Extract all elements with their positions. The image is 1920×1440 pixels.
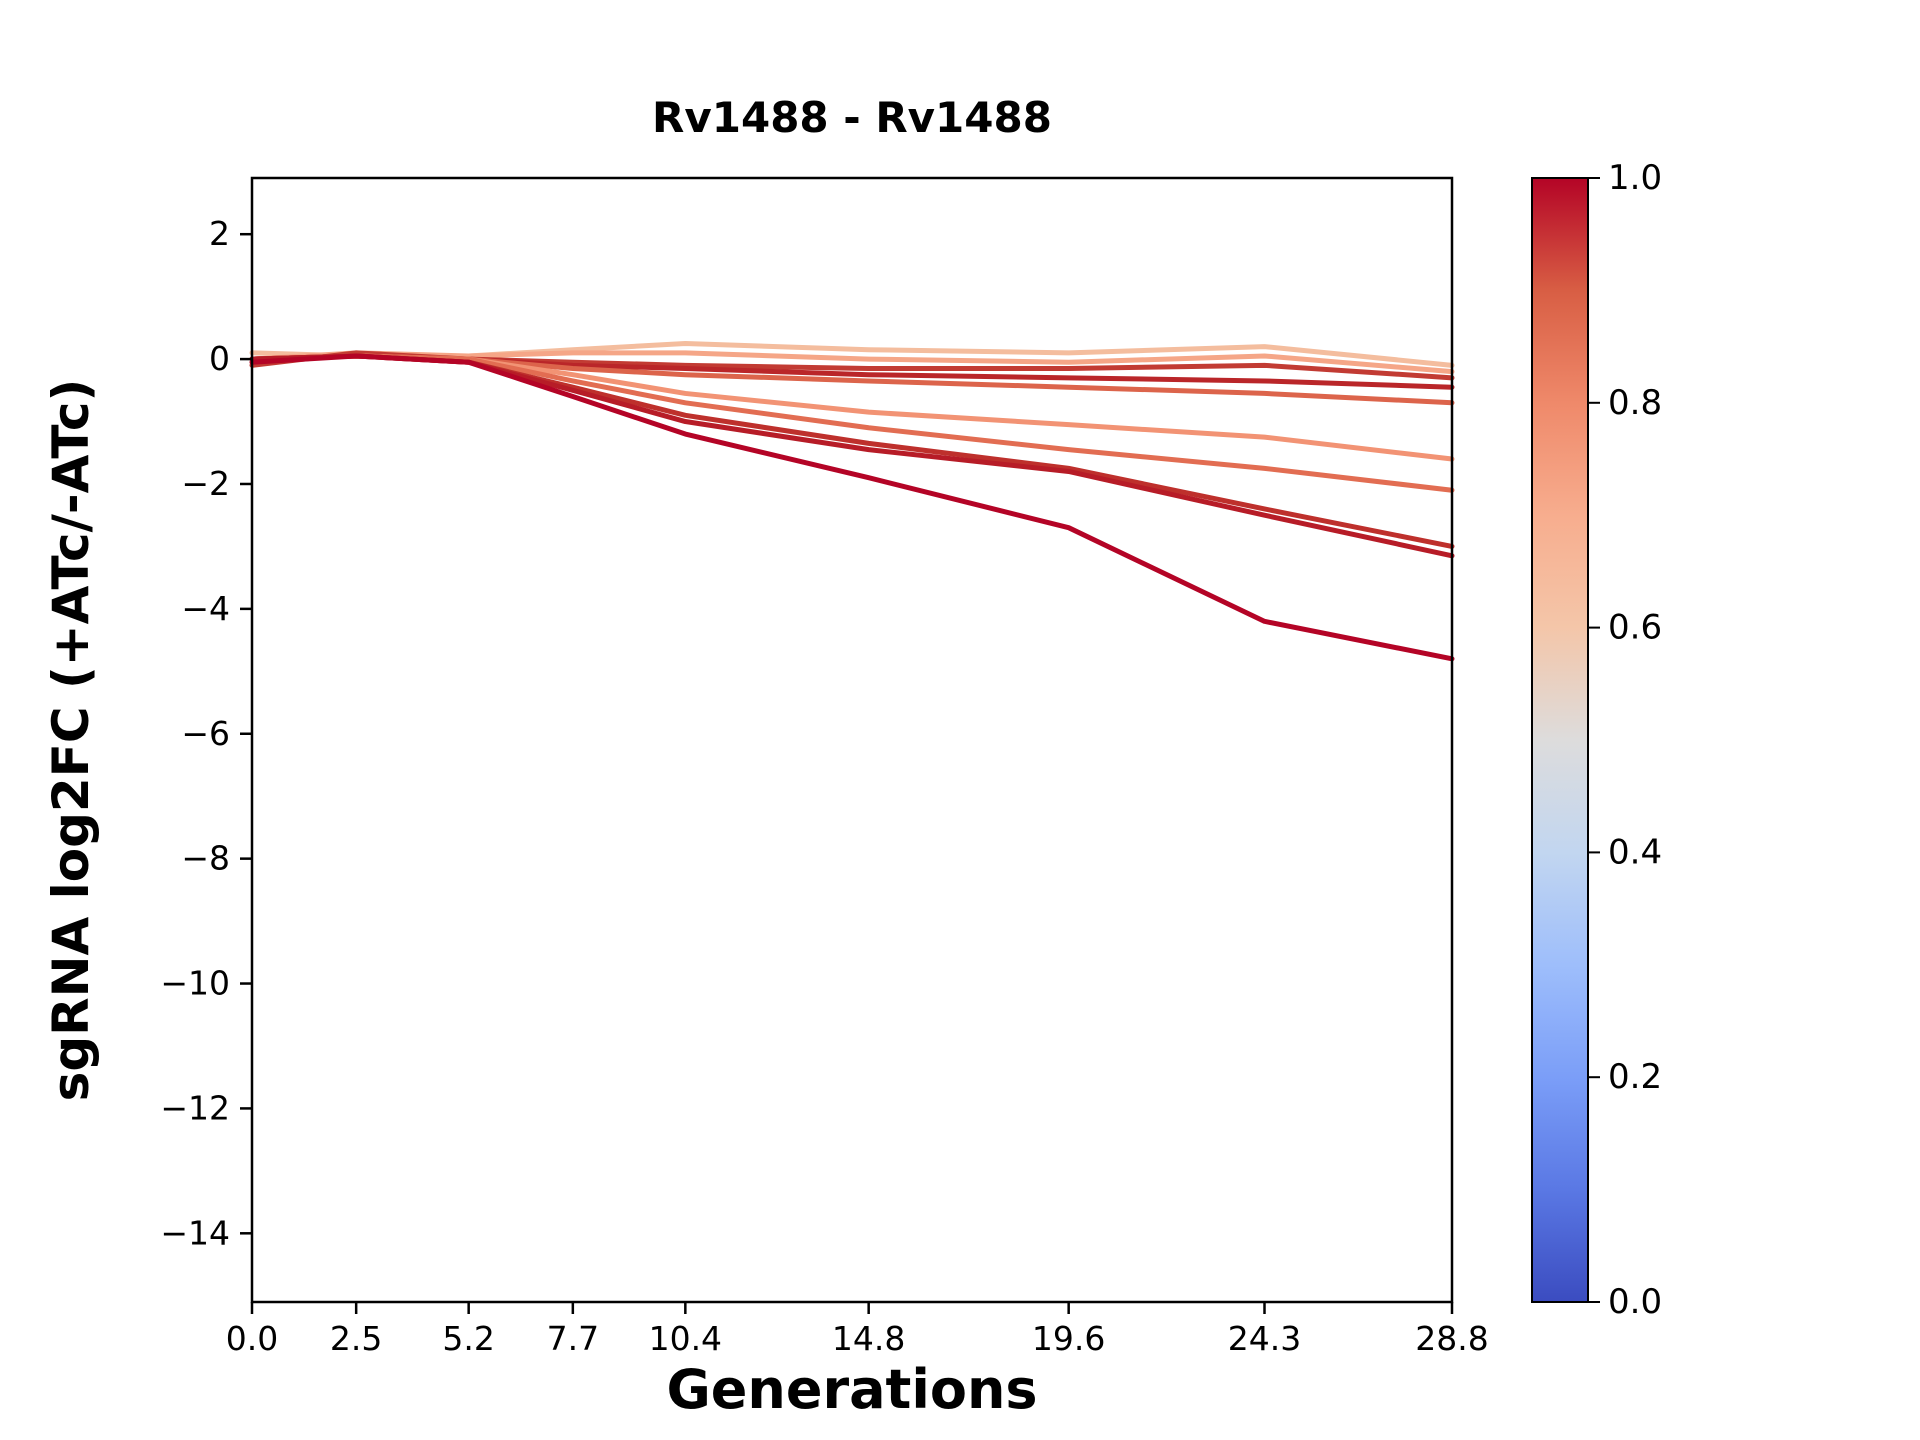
colorbar: 1.0 0.8 0.6 0.4 0.2 0.0 [1531, 158, 1662, 1322]
x-tick-label: 2.5 [330, 1319, 382, 1358]
x-axis-label: Generations [666, 1358, 1037, 1421]
y-tick-label: 2 [209, 214, 230, 253]
x-tick-label: 10.4 [649, 1319, 722, 1358]
plot-lines [249, 340, 1455, 662]
y-tick-label: −12 [160, 1088, 230, 1127]
series-line [249, 353, 1455, 662]
series-line [249, 353, 1455, 559]
x-tick-label: 14.8 [832, 1319, 905, 1358]
plot-border [250, 176, 1454, 1304]
x-tick-label: 28.8 [1415, 1319, 1488, 1358]
y-axis-label: sgRNA log2FC (+ATc/-ATc) [42, 379, 100, 1102]
y-tick-label: −14 [160, 1213, 230, 1252]
x-tick-label: 7.7 [547, 1319, 599, 1358]
colorbar-tick-label: 1.0 [1608, 158, 1662, 198]
y-tick-label: 0 [209, 339, 230, 378]
colorbar-tick-label: 0.2 [1608, 1057, 1662, 1097]
series-line [249, 353, 1455, 462]
chart-title: Rv1488 - Rv1488 [652, 93, 1052, 142]
y-tick-label: −4 [181, 589, 230, 628]
y-tick-label: −6 [181, 714, 230, 753]
colorbar-tick-label: 0.6 [1608, 608, 1662, 648]
colorbar-bar [1532, 178, 1588, 1302]
colorbar-border [1531, 177, 1589, 1303]
axes: 0.0 2.5 5.2 7.7 10.4 14.8 19.6 24.3 28.8 2 0 −2 −4 −6… [160, 176, 1489, 1358]
colorbar-tick-label: 0.4 [1608, 832, 1662, 872]
y-tick-label: −8 [181, 839, 230, 878]
x-tick-label: 19.6 [1032, 1319, 1105, 1358]
x-tick-label: 5.2 [442, 1319, 494, 1358]
y-tick-label: −2 [181, 464, 230, 503]
colorbar-tick-label: 0.8 [1608, 383, 1662, 423]
y-tick-label: −10 [160, 964, 230, 1003]
colorbar-tick-label: 0.0 [1608, 1282, 1662, 1322]
x-tick-label: 24.3 [1228, 1319, 1301, 1358]
x-tick-label: 0.0 [226, 1319, 278, 1358]
